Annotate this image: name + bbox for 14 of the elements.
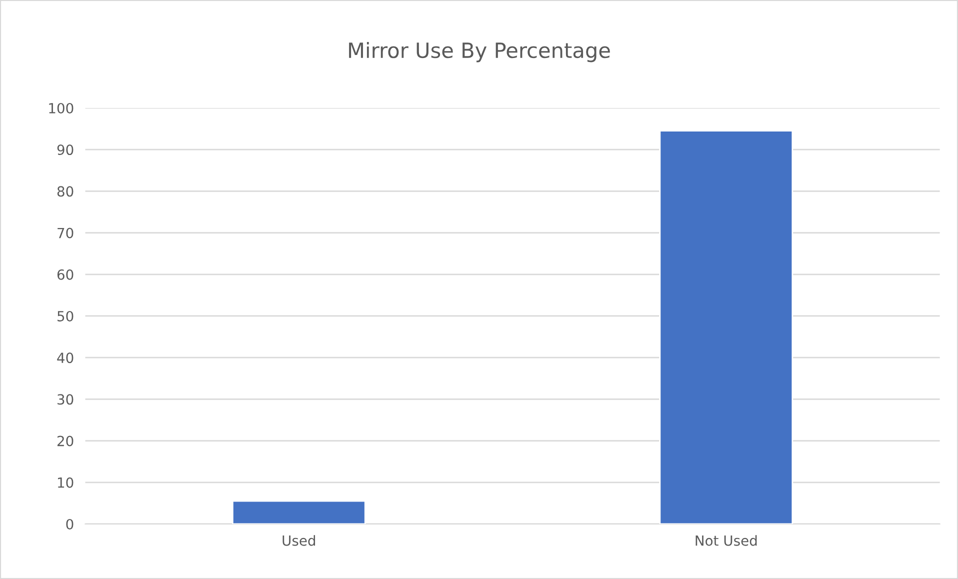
y-tick-label: 20 (57, 436, 74, 446)
chart-title: Mirror Use By Percentage (349, 42, 610, 62)
y-tick-label: 90 (57, 144, 74, 156)
y-tick-label: 10 (58, 477, 74, 488)
y-tick-label: 70 (58, 228, 74, 238)
y-tick-label: 30 (58, 394, 74, 405)
y-tick-label: 0 (66, 518, 74, 530)
y-tick-label: 40 (57, 352, 74, 364)
x-tick-label: Used (282, 535, 316, 546)
y-tick-label: 80 (57, 186, 74, 197)
x-tick-label: Not Used (696, 535, 757, 546)
y-tick-label: 50 (58, 310, 74, 322)
y-tick-label: 100 (49, 102, 74, 114)
y-tick-label: 60 (57, 269, 74, 280)
